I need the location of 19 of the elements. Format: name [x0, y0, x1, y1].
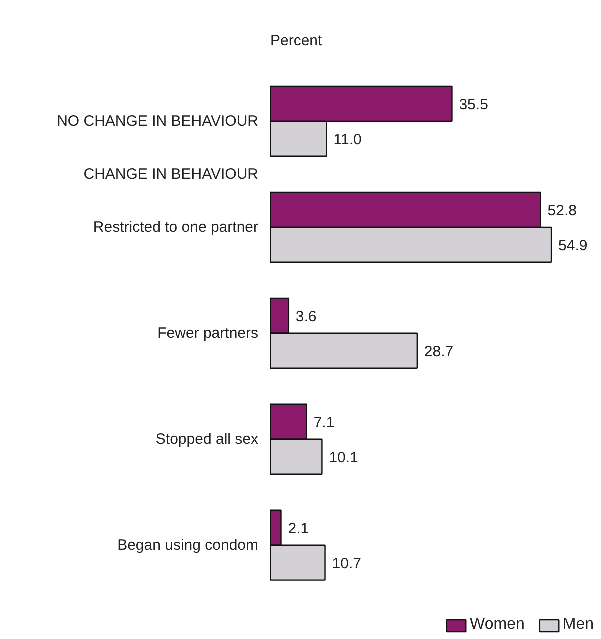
data-label: 10.7: [332, 555, 362, 572]
data-label: 54.9: [558, 237, 588, 254]
y-tick-label: Began using condom: [118, 536, 259, 554]
data-label: 7.1: [314, 414, 335, 432]
legend-label: Women: [470, 616, 525, 634]
data-label: 10.1: [329, 449, 358, 466]
y-tick-label: Stopped all sex: [156, 430, 259, 448]
chart-title: Percent: [270, 32, 324, 50]
data-label: 35.5: [459, 96, 488, 114]
data-label: 2.1: [288, 520, 310, 538]
y-tick-label: CHANGE IN BEHAVIOUR: [84, 166, 259, 183]
data-label: 3.6: [296, 308, 317, 326]
y-tick-label: Fewer partners: [158, 324, 259, 342]
legend-label: Men: [562, 616, 594, 634]
y-tick-label: Restricted to one partner: [93, 218, 259, 236]
data-label: 11.0: [334, 131, 362, 148]
data-label: 28.7: [424, 343, 454, 360]
y-tick-label: NO CHANGE IN BEHAVIOUR: [57, 112, 259, 130]
data-label: 52.8: [548, 202, 577, 220]
